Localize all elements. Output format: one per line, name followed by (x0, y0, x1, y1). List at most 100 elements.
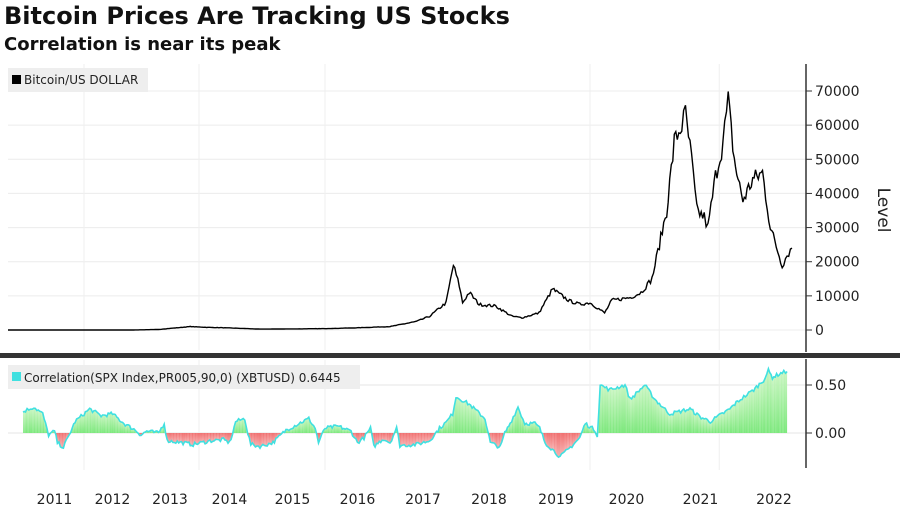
corr-negative-fill (558, 433, 561, 458)
corr-positive-fill (732, 405, 734, 433)
corr-positive-fill (24, 411, 26, 433)
corr-positive-fill (299, 422, 301, 433)
corr-positive-fill (527, 424, 530, 433)
corr-positive-fill (625, 384, 627, 433)
corr-positive-fill (698, 414, 700, 433)
corr-negative-fill (573, 433, 576, 445)
corr-positive-fill (327, 425, 330, 433)
btc-legend-box (8, 68, 148, 92)
corr-positive-fill (533, 422, 535, 433)
corr-positive-fill (122, 422, 124, 433)
corr-positive-fill (103, 414, 106, 433)
corr-positive-fill (731, 405, 733, 433)
corr-positive-fill (782, 370, 784, 433)
corr-positive-fill (108, 413, 110, 433)
corr-negative-fill (493, 433, 495, 444)
corr-positive-fill (728, 408, 730, 433)
corr-positive-fill (510, 422, 512, 433)
corr-positive-fill (536, 424, 539, 433)
corr-negative-fill (548, 433, 550, 449)
corr-positive-fill (86, 409, 89, 433)
corr-positive-fill (89, 408, 92, 433)
corr-positive-fill (668, 413, 670, 433)
chart-title: Bitcoin Prices Are Tracking US Stocks (4, 2, 510, 30)
corr-positive-fill (756, 385, 758, 433)
corr-positive-fill (783, 370, 786, 433)
corr-positive-fill (662, 407, 664, 433)
corr-positive-fill (682, 409, 684, 433)
x-tick-label: 2022 (756, 492, 792, 508)
corr-positive-fill (719, 413, 721, 433)
corr-positive-fill (325, 428, 327, 433)
corr-positive-fill (472, 406, 474, 433)
corr-positive-fill (243, 418, 245, 433)
corr-negative-fill (561, 433, 563, 454)
corr-positive-fill (458, 398, 461, 433)
btc-y-axis-label: Level (873, 188, 893, 233)
corr-negative-fill (498, 433, 501, 448)
corr-positive-fill (747, 391, 749, 433)
corr-negative-fill (205, 433, 207, 444)
corr-positive-fill (615, 386, 618, 433)
corr-positive-fill (611, 387, 613, 433)
corr-positive-fill (451, 414, 453, 433)
corr-negative-fill (264, 433, 266, 446)
corr-positive-fill (612, 388, 615, 433)
corr-negative-fill (404, 433, 406, 447)
corr-positive-fill (663, 407, 666, 433)
corr-positive-fill (654, 399, 657, 433)
corr-positive-fill (237, 418, 239, 433)
corr-positive-fill (470, 405, 473, 433)
corr-negative-fill (565, 433, 568, 450)
corr-positive-fill (119, 420, 122, 433)
corr-negative-fill (215, 433, 218, 440)
corr-positive-fill (699, 416, 702, 433)
corr-positive-fill (621, 385, 624, 433)
corr-negative-fill (212, 433, 215, 442)
corr-positive-fill (73, 422, 76, 433)
x-tick-label: 2021 (683, 492, 719, 508)
corr-positive-fill (96, 411, 99, 433)
corr-positive-fill (705, 418, 708, 433)
corr-negative-fill (491, 433, 494, 443)
corr-positive-fill (444, 421, 447, 433)
btc-y-tick-label: 30000 (815, 221, 860, 237)
btc-legend-swatch (12, 75, 21, 84)
corr-negative-fill (217, 433, 219, 440)
corr-legend-label: Correlation(SPX Index,PR005,90,0) (XBTUS… (24, 371, 341, 385)
corr-negative-fill (208, 433, 210, 441)
corr-positive-fill (633, 396, 635, 433)
panel-separator (0, 353, 900, 358)
corr-negative-fill (550, 433, 553, 450)
corr-negative-fill (385, 433, 387, 442)
corr-positive-fill (235, 421, 238, 433)
corr-positive-fill (125, 424, 127, 433)
corr-positive-fill (779, 372, 781, 433)
btc-y-tick-label: 0 (815, 323, 824, 339)
corr-negative-fill (383, 433, 386, 441)
corr-positive-fill (725, 409, 727, 433)
corr-positive-fill (112, 414, 114, 433)
corr-positive-fill (773, 376, 776, 433)
corr-positive-fill (631, 396, 634, 433)
x-tick-label: 2012 (95, 492, 131, 508)
corr-positive-fill (755, 385, 757, 433)
corr-positive-fill (101, 414, 103, 433)
corr-negative-fill (428, 433, 430, 442)
corr-negative-fill (546, 433, 549, 447)
corr-positive-fill (105, 415, 107, 433)
corr-positive-fill (753, 387, 756, 433)
corr-positive-fill (694, 414, 696, 433)
corr-negative-fill (196, 433, 198, 445)
corr-negative-fill (419, 433, 421, 445)
corr-positive-fill (723, 411, 726, 433)
corr-positive-fill (460, 400, 462, 433)
corr-positive-fill (669, 414, 672, 433)
corr-positive-fill (84, 411, 86, 433)
corr-positive-fill (476, 409, 478, 433)
corr-negative-fill (571, 433, 574, 448)
corr-positive-fill (647, 387, 650, 433)
corr-negative-fill (382, 433, 384, 441)
chart-subtitle: Correlation is near its peak (4, 34, 281, 55)
corr-positive-fill (477, 410, 480, 433)
